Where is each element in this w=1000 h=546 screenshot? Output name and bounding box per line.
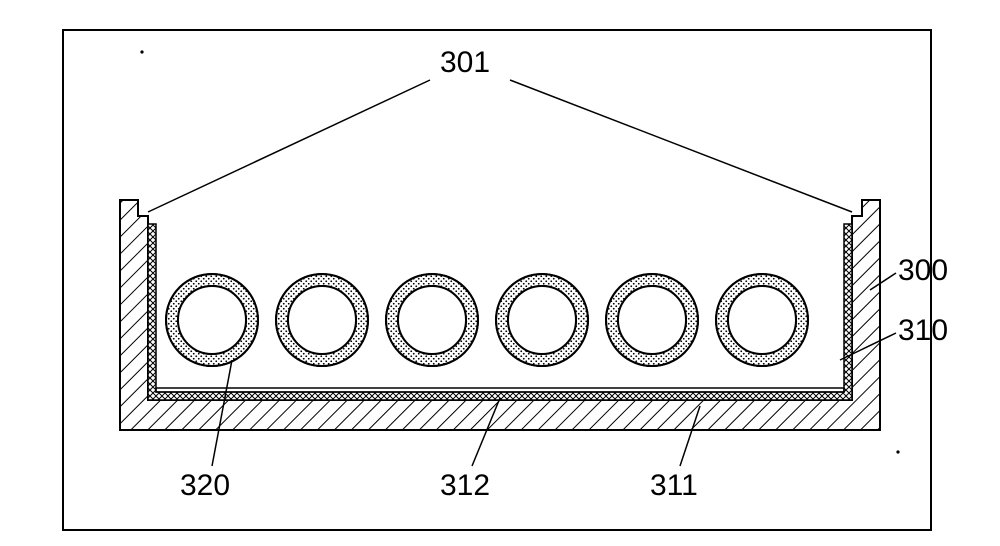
- tube: [606, 274, 698, 366]
- label-320: 320: [180, 469, 230, 502]
- artifact-dot: [140, 50, 143, 53]
- tube: [716, 274, 808, 366]
- tube: [386, 274, 478, 366]
- leader-301: [510, 80, 852, 212]
- label-301: 301: [440, 46, 490, 79]
- artifact-dot: [896, 450, 899, 453]
- label-310: 310: [898, 314, 948, 347]
- inner-layer-312: [156, 388, 844, 392]
- label-300: 300: [898, 254, 948, 287]
- tube: [276, 274, 368, 366]
- leader-301: [148, 80, 430, 212]
- label-312: 312: [440, 469, 490, 502]
- tube: [166, 274, 258, 366]
- tube: [496, 274, 588, 366]
- label-311: 311: [650, 469, 698, 502]
